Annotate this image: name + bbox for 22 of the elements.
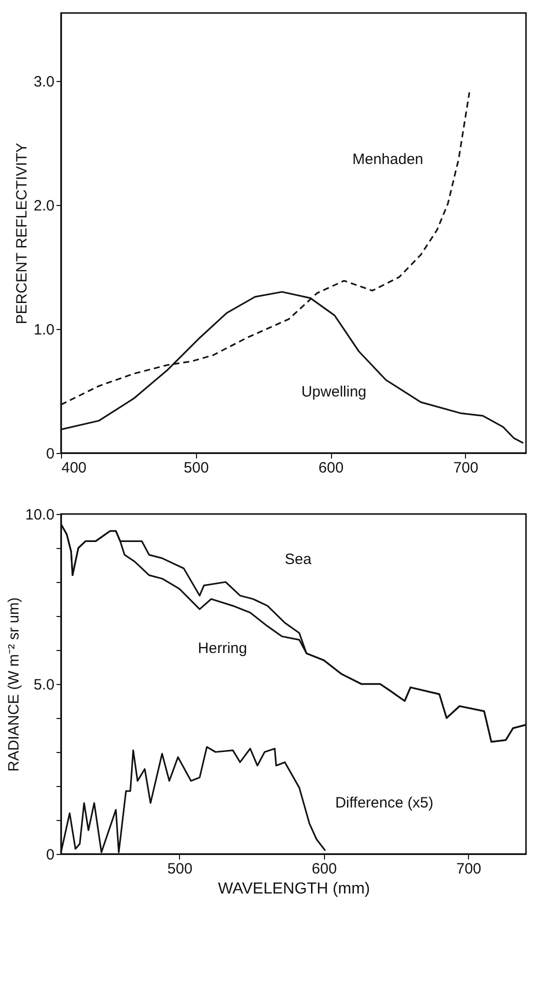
x-tick-label: 700 bbox=[456, 860, 482, 878]
y-tick-label: 10.0 bbox=[25, 506, 54, 524]
text: Menhaden bbox=[352, 150, 424, 168]
series-label: Upwelling bbox=[301, 383, 366, 400]
x-tick-label: 400 bbox=[62, 460, 87, 476]
text: Sea bbox=[284, 551, 312, 568]
x-tick-label: 500 bbox=[184, 460, 209, 476]
y-tick-label: 0 bbox=[46, 846, 54, 864]
y-tick-label: 1.0 bbox=[34, 322, 54, 339]
series-label: Herring bbox=[198, 640, 248, 658]
x-tick-label: 500 bbox=[167, 860, 192, 878]
series-label: Difference (x5) bbox=[335, 794, 434, 812]
y-tick-label: 2.0 bbox=[34, 198, 54, 215]
x-axis-title: WAVELENGTH (mm) bbox=[218, 880, 370, 898]
y-axis-title: PERCENT REFLECTIVITY bbox=[14, 142, 31, 324]
y-tick-label: 3.0 bbox=[34, 74, 54, 91]
y-tick-label: 5.0 bbox=[34, 676, 54, 694]
x-tick-label: 600 bbox=[312, 860, 337, 878]
x-tick-label: 700 bbox=[453, 460, 478, 476]
x-tick-label: 600 bbox=[318, 460, 344, 476]
y-tick-label: 0 bbox=[46, 446, 54, 462]
y-axis-title: RADIANCE (W m⁻² sr um) bbox=[5, 597, 22, 772]
